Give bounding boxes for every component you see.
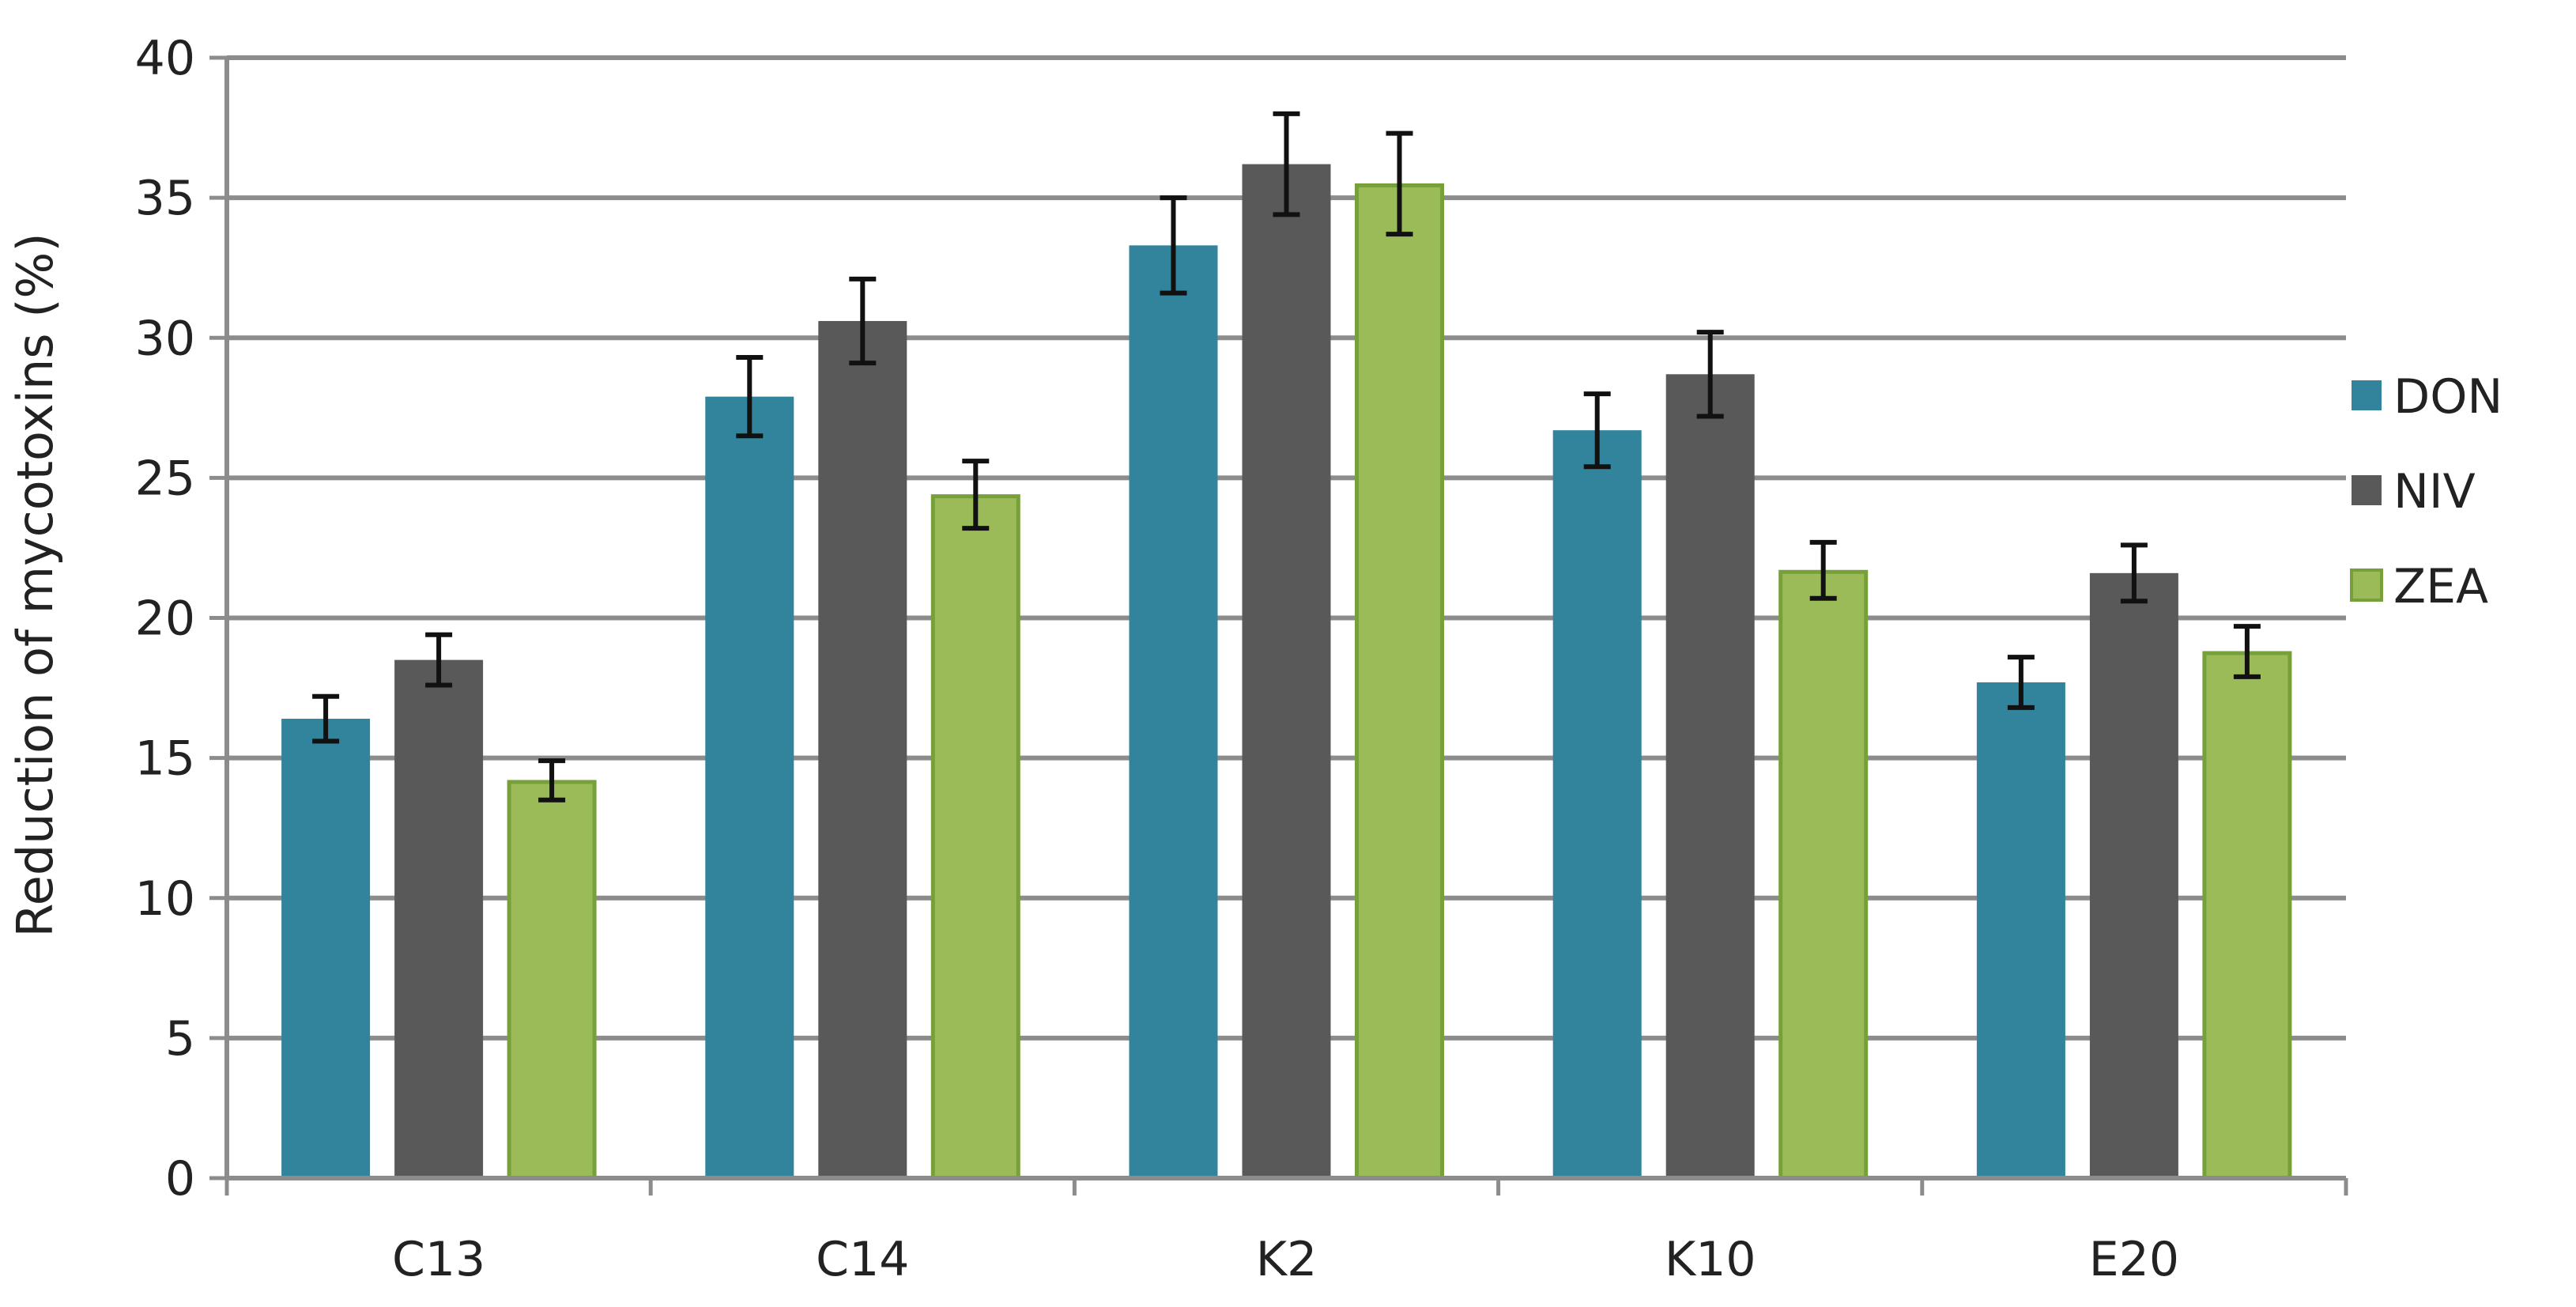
x-category-label: K2 xyxy=(1256,1232,1318,1287)
bar-niv-e20 xyxy=(2089,572,2178,1178)
bar-niv-c13 xyxy=(394,659,484,1178)
y-tick-label: 15 xyxy=(135,731,195,787)
bar-don-k10 xyxy=(1552,430,1642,1178)
y-tick-label: 25 xyxy=(135,451,195,506)
bar-don-e20 xyxy=(1976,682,2065,1178)
error-bar xyxy=(1160,195,1187,296)
legend-swatch xyxy=(2352,380,2382,410)
error-bar xyxy=(312,693,340,744)
legend-swatch xyxy=(2352,475,2382,505)
bar-niv-k2 xyxy=(1242,164,1331,1179)
bar-zea-k10 xyxy=(1778,569,1869,1180)
error-bar xyxy=(425,632,453,688)
error-bar xyxy=(849,276,877,366)
x-category-label: C13 xyxy=(392,1232,485,1287)
legend-item-niv: NIV xyxy=(2352,464,2476,519)
y-tick-label: 35 xyxy=(135,171,195,226)
error-bar xyxy=(1583,391,1611,470)
y-tick-label: 20 xyxy=(135,591,195,647)
legend: DON NIV ZEA xyxy=(2350,369,2502,614)
bar-niv-k10 xyxy=(1665,374,1755,1178)
x-category-label: C14 xyxy=(816,1232,909,1287)
legend-swatch xyxy=(2350,569,2383,602)
error-bar xyxy=(1386,130,1413,237)
legend-item-don: DON xyxy=(2352,369,2502,425)
bar-zea-c14 xyxy=(930,494,1020,1180)
y-tick-label: 10 xyxy=(135,871,195,927)
bar-don-c13 xyxy=(281,719,371,1178)
error-bar xyxy=(1273,111,1300,217)
error-bar xyxy=(2233,624,2261,679)
y-axis-title: Reduction of mycotoxins (%) xyxy=(6,232,64,937)
axes: 0 5 10 15 20 25 30 35 40 C13 C14 K2 K10 E20 xyxy=(135,31,2348,1287)
y-tick-label: 0 xyxy=(165,1151,195,1207)
bar-don-c14 xyxy=(705,396,794,1179)
legend-label: ZEA xyxy=(2393,559,2488,614)
x-category-label: E20 xyxy=(2089,1232,2179,1287)
bars xyxy=(281,164,2292,1180)
bar-niv-c14 xyxy=(818,320,907,1178)
error-bar xyxy=(538,758,566,803)
error-bar xyxy=(1696,330,1724,419)
x-category-label: K10 xyxy=(1665,1232,1756,1287)
bar-zea-k2 xyxy=(1355,183,1444,1180)
error-bar xyxy=(962,459,990,531)
legend-item-zea: ZEA xyxy=(2350,559,2488,614)
error-bar xyxy=(736,355,764,439)
legend-label: NIV xyxy=(2393,464,2476,519)
bar-don-k2 xyxy=(1129,245,1218,1178)
legend-label: DON xyxy=(2393,369,2502,425)
error-bars xyxy=(312,111,2261,803)
error-bar xyxy=(1809,539,1837,601)
bar-zea-e20 xyxy=(2202,651,2292,1180)
error-bar xyxy=(2007,655,2035,710)
y-tick-label: 40 xyxy=(135,31,195,86)
y-tick-label: 5 xyxy=(165,1011,195,1067)
y-tick-label: 30 xyxy=(135,311,195,366)
error-bar xyxy=(2120,542,2148,604)
bar-zea-c13 xyxy=(507,780,597,1180)
